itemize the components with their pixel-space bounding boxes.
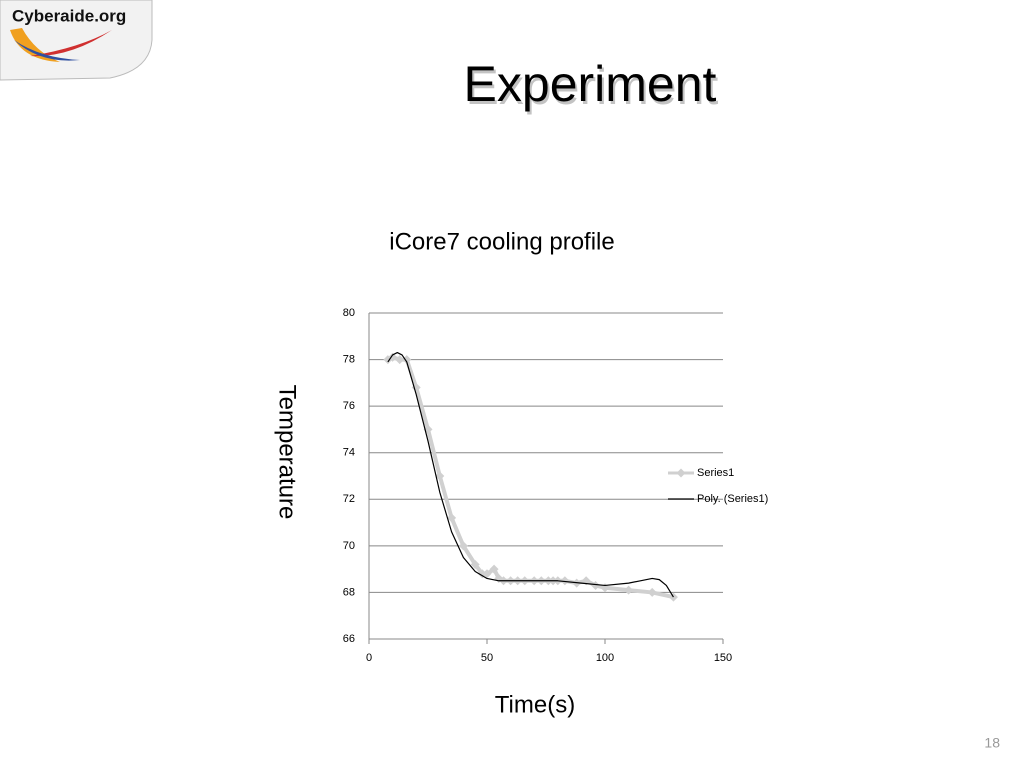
point <box>435 471 445 481</box>
x-tick-label: 100 <box>596 652 614 664</box>
series-line <box>387 351 674 598</box>
x-tick-label: 0 <box>366 652 372 664</box>
y-tick-label: 70 <box>343 540 355 552</box>
legend-label: Series1 <box>697 467 734 479</box>
point <box>624 585 634 595</box>
logo-text: Cyberaide.org <box>12 6 126 25</box>
logo-card <box>0 0 153 81</box>
point <box>447 513 457 523</box>
point <box>402 355 412 365</box>
legend-label: Poly. (Series1) <box>697 493 768 505</box>
y-tick-label: 78 <box>343 353 355 365</box>
x-axis-label: Time(s) <box>495 691 575 718</box>
point <box>388 352 398 362</box>
series-line <box>386 355 674 600</box>
chart-title: iCore7 cooling profile <box>389 228 614 255</box>
logo-swoosh <box>14 40 80 61</box>
point <box>647 587 657 597</box>
point <box>591 580 601 590</box>
title-shadow: Experiment <box>466 59 719 115</box>
point <box>477 569 487 579</box>
point <box>482 569 492 579</box>
point <box>560 576 570 586</box>
y-tick-label: 72 <box>343 493 355 505</box>
y-axis-label: Temperature <box>274 385 301 520</box>
point <box>489 564 499 574</box>
slide-title: Experiment <box>464 56 717 112</box>
point <box>458 541 468 551</box>
y-tick-label: 66 <box>343 633 355 645</box>
y-tick-label: 74 <box>343 447 355 459</box>
point <box>395 355 405 365</box>
x-tick-label: 150 <box>714 652 732 664</box>
y-tick-label: 76 <box>343 400 355 412</box>
y-tick-label: 68 <box>343 586 355 598</box>
x-tick-label: 50 <box>481 652 493 664</box>
y-tick-label: 80 <box>343 307 355 319</box>
logo-swoosh <box>10 28 60 62</box>
legend-marker <box>676 468 686 478</box>
page-number: 18 <box>984 735 1000 751</box>
point <box>470 559 480 569</box>
logo: Cyberaide.org <box>0 0 153 81</box>
